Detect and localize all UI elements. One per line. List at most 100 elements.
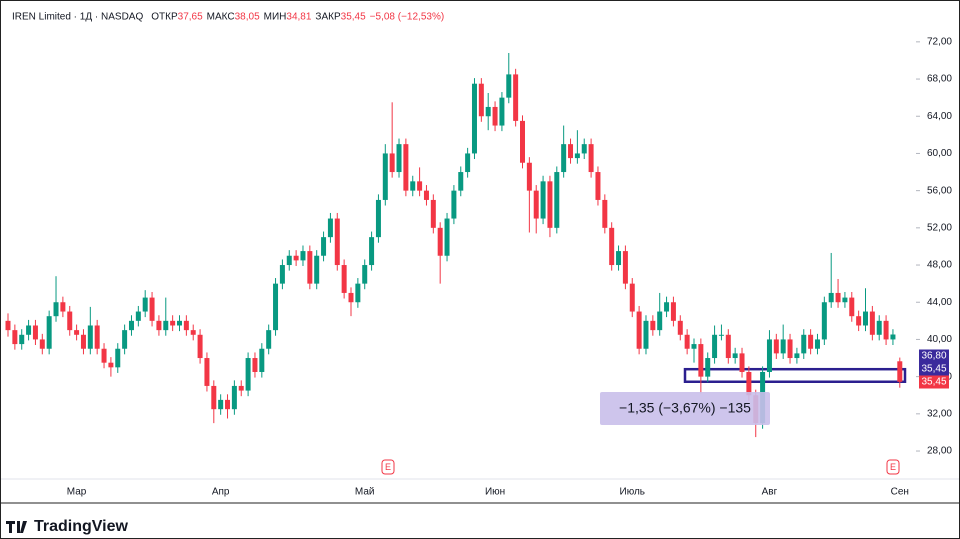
candle-body	[19, 334, 25, 345]
candle-body	[492, 106, 498, 126]
candle-body	[856, 316, 862, 326]
measure-range	[683, 367, 907, 383]
y-tick-label: 68,00	[927, 74, 952, 85]
candle-body	[375, 199, 381, 238]
x-tick-label: Сен	[891, 487, 909, 498]
candle-body	[163, 320, 169, 331]
y-tick-label: 56,00	[927, 185, 952, 196]
candle-body	[190, 330, 196, 335]
y-tick-label: 32,00	[927, 408, 952, 419]
price-tag	[919, 362, 949, 376]
candle-body	[801, 334, 807, 354]
measure-label: −1,35 (−3,67%) −135	[619, 400, 751, 416]
header-value: 37,65	[178, 12, 203, 23]
candle-body	[94, 325, 100, 349]
candle-body	[677, 320, 683, 335]
candle-body	[794, 353, 800, 359]
price-tag-label: 36,80	[921, 351, 946, 362]
candle-body	[554, 172, 560, 228]
candle-body	[520, 120, 525, 163]
brand: TradingView	[34, 518, 129, 535]
candle-body	[362, 265, 368, 284]
candle-body	[286, 255, 292, 266]
candle-body	[533, 190, 539, 219]
candle-body	[629, 283, 635, 312]
price-tag-label: 35,45	[921, 377, 946, 388]
candle-body	[478, 83, 484, 117]
event-label: E	[890, 462, 896, 472]
candle-body	[108, 362, 114, 368]
candle-body	[74, 330, 80, 335]
y-tick-label: 72,00	[927, 36, 952, 47]
candle-body	[814, 339, 820, 349]
candle-body	[458, 172, 464, 191]
candle-body	[231, 385, 237, 410]
header-label: ОТКР	[151, 12, 178, 23]
candle-body	[732, 353, 738, 359]
candle-body	[348, 292, 354, 303]
candle-body	[128, 320, 134, 331]
candle-body	[417, 181, 423, 191]
x-tick-label: Июн	[485, 487, 505, 498]
header-label: МИН	[264, 12, 287, 23]
candle-body	[115, 348, 121, 368]
candle-body	[341, 265, 347, 293]
candle-body	[540, 181, 546, 219]
candle-body	[170, 320, 176, 326]
header-value: 38,05	[235, 12, 260, 23]
candle-body	[780, 339, 786, 354]
candle-body	[588, 144, 594, 173]
event-label: E	[385, 462, 391, 472]
candle-body	[691, 344, 697, 349]
candle-body	[465, 153, 471, 173]
candle-body	[300, 251, 306, 261]
candle-body	[369, 237, 375, 266]
candle-body	[821, 302, 827, 340]
candle-body	[12, 330, 18, 345]
candle-body	[712, 334, 718, 359]
candle-body	[863, 311, 868, 326]
candle-body	[444, 218, 450, 256]
candle-body	[80, 334, 86, 349]
candle-body	[657, 311, 663, 331]
candle-body	[636, 311, 642, 349]
candle-body	[787, 339, 793, 359]
candle-body	[135, 311, 141, 321]
candle-body	[334, 218, 340, 266]
y-tick-label: 64,00	[927, 111, 952, 122]
event-marker	[381, 459, 395, 475]
candle-body	[869, 311, 875, 335]
candle-body	[321, 237, 327, 256]
candle-body	[773, 339, 779, 354]
candle-body	[259, 348, 265, 372]
candle-body	[451, 190, 457, 219]
candle-body	[32, 325, 38, 340]
candle-body	[684, 334, 690, 349]
candle-body	[266, 330, 272, 349]
candle-body	[547, 181, 553, 228]
candle-body	[650, 320, 656, 331]
candle-body	[423, 190, 429, 200]
candle-body	[883, 320, 889, 340]
candle-body	[355, 283, 361, 303]
candle-body	[183, 320, 189, 331]
candle-body	[327, 218, 333, 238]
candle-body	[561, 144, 567, 173]
price-axis-panel	[916, 1, 959, 479]
axes: 28,0032,0036,0040,0044,0048,0052,0056,00…	[916, 36, 952, 457]
candle-body	[808, 334, 814, 349]
candle-body	[245, 358, 251, 391]
candle-body	[643, 320, 649, 349]
candle-body	[876, 320, 882, 335]
y-tick-label: 52,00	[927, 222, 952, 233]
candle-body	[842, 297, 848, 303]
candle-body	[142, 297, 148, 312]
candle-body	[471, 83, 477, 154]
candle-body	[849, 297, 855, 317]
candle-body	[218, 399, 224, 410]
candle-body	[122, 330, 128, 349]
candle-body	[389, 153, 395, 173]
candle-body	[568, 144, 574, 159]
